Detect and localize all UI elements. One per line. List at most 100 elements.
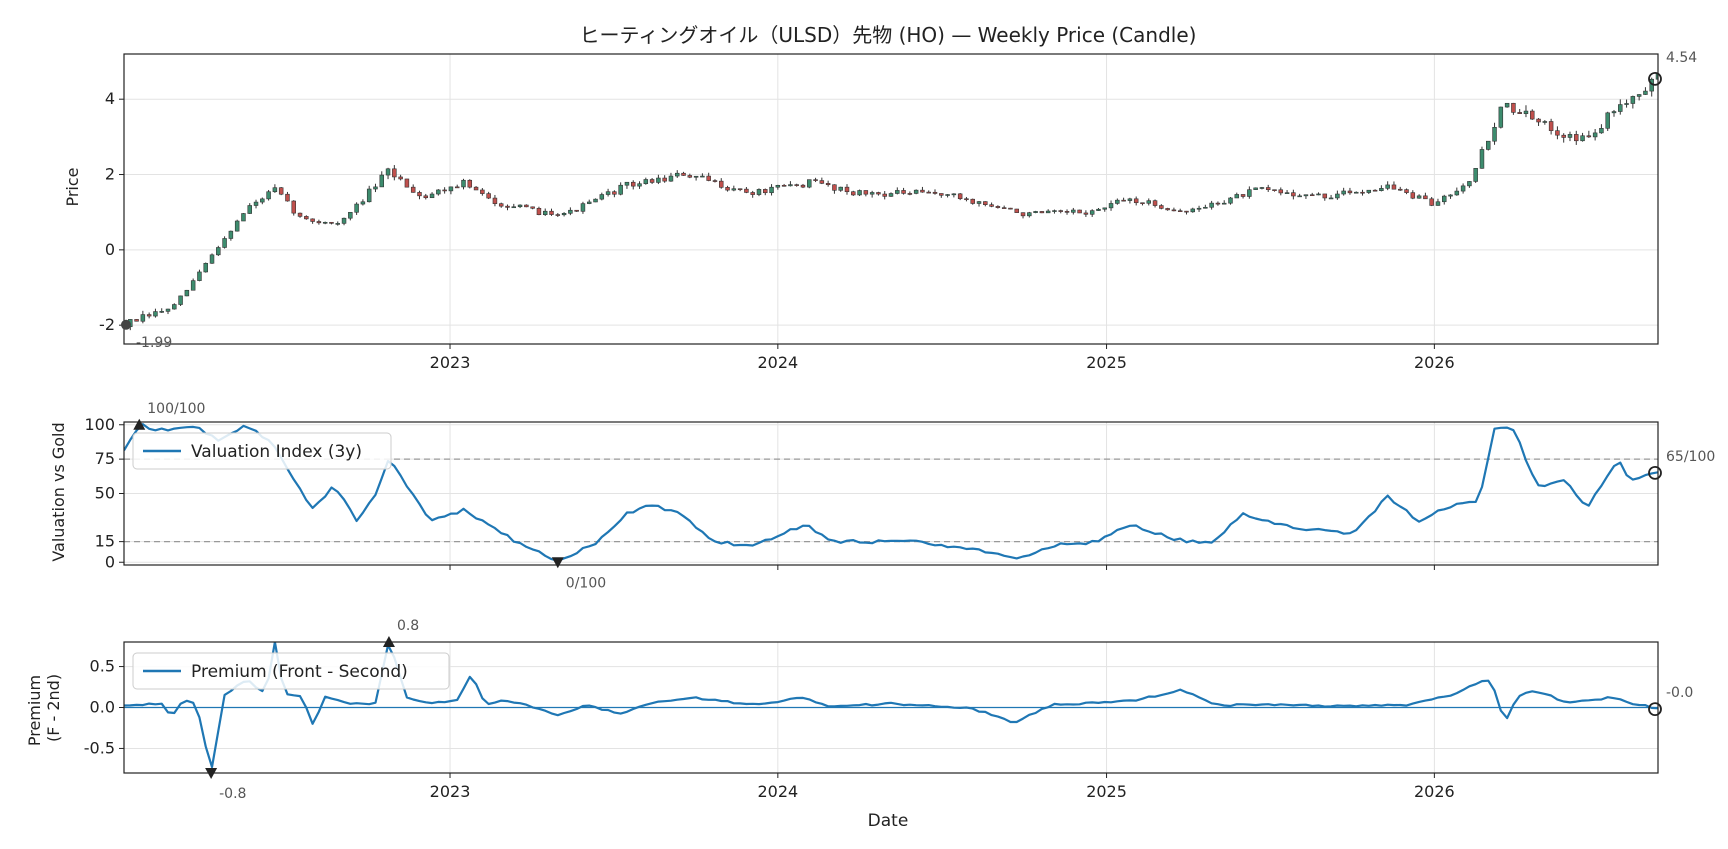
candle-body [341,217,347,224]
candle-body [442,189,447,192]
candle-body [1159,205,1164,209]
candle-body [1071,209,1076,213]
candle-body [379,174,385,188]
y-tick-label: 0 [105,552,115,571]
legend-label: Premium (Front - Second) [191,662,408,682]
candle-body [700,175,705,178]
x-tick-label: 2025 [1086,782,1127,801]
candle-body [1115,199,1120,204]
candle-body [1083,212,1089,215]
candle-body [1140,202,1145,205]
candle-body [1567,134,1573,138]
candle-body [1272,189,1277,191]
candle-body [1064,211,1070,213]
candle-body [410,186,416,193]
min-annotation: -0.8 [219,786,246,802]
min-marker [551,557,564,569]
candle-body [1454,190,1460,196]
candle-body [159,311,164,313]
candle-body [1127,198,1133,201]
candle-body [272,187,278,193]
candle-body [1548,121,1554,131]
candle-body [769,186,774,194]
candle-body [1184,210,1189,213]
price-y-axis-label: Price [63,167,82,206]
candle-body [832,184,837,191]
candle-body [448,186,454,192]
candle-body [895,190,900,194]
candle-body [1108,203,1114,209]
candle-body [1353,191,1359,194]
candle-body [819,180,825,184]
y-tick-label: 15 [95,532,115,551]
min-marker [121,319,131,330]
candle-body [278,187,284,195]
candle-body [693,175,699,178]
candle-body [1341,190,1346,195]
y-tick-label: 100 [84,415,115,434]
candle-body [310,218,315,222]
candle-body [989,204,994,207]
candle-body [511,206,517,209]
candle-body [1221,202,1227,205]
candle-body [731,188,737,191]
candle-body [429,193,435,199]
candle-body [750,192,755,195]
axes-frame [123,421,1659,566]
candle-body [1385,184,1390,189]
candle-body [1498,106,1504,128]
candle-body [1309,194,1315,197]
candle-body [329,221,334,224]
candle-body [1643,90,1648,95]
legend-label: Valuation Index (3y) [191,442,362,462]
y-tick-label: 0 [105,240,115,259]
candle-body [209,254,215,264]
candle-body [366,188,372,203]
candle-body [1196,207,1202,210]
candle-body [794,184,799,186]
candle-body [844,186,850,193]
candle-body [1523,110,1529,114]
candle-body [1372,189,1378,192]
candle-body [869,192,875,195]
candle-body [1473,168,1478,182]
premium-y-axis-label-line1: Premium [25,675,44,746]
premium-y-axis-label-line2: (F - 2nd) [44,674,63,742]
candle-body [1467,181,1472,187]
candle-body [354,203,359,213]
candle-body [436,189,441,195]
candle-body [1618,104,1623,112]
candle-body [1379,188,1384,191]
candle-body [1429,198,1434,206]
candle-body [813,179,818,181]
candle-body [1410,192,1416,199]
candle-body [555,214,561,216]
candle-body [1240,194,1246,197]
candle-body [744,188,749,193]
candle-body [1435,201,1441,206]
candle-body [165,308,171,312]
x-tick-label: 2024 [757,353,798,372]
y-tick-label: -2 [99,315,115,334]
candle-body [1165,208,1170,211]
candle-body [467,179,473,188]
premium-y-axis-label: Premium (F - 2nd) [25,670,63,746]
candle-body [1203,206,1208,209]
x-tick-label: 2023 [430,782,471,801]
candle-body [939,193,944,196]
candle-body [1152,200,1158,206]
x-tick-label: 2026 [1414,353,1455,372]
candle-body [851,191,856,196]
candle-body [1077,209,1082,214]
candle-body [1020,212,1026,217]
candle-body [926,191,931,194]
candle-body [517,204,523,208]
candle-body [1479,149,1485,169]
candle-body [1102,207,1107,210]
candle-body [1391,184,1397,190]
series-line [124,423,1658,562]
candle-body [253,201,259,206]
candle-body [505,205,510,208]
candle-body [737,188,743,191]
